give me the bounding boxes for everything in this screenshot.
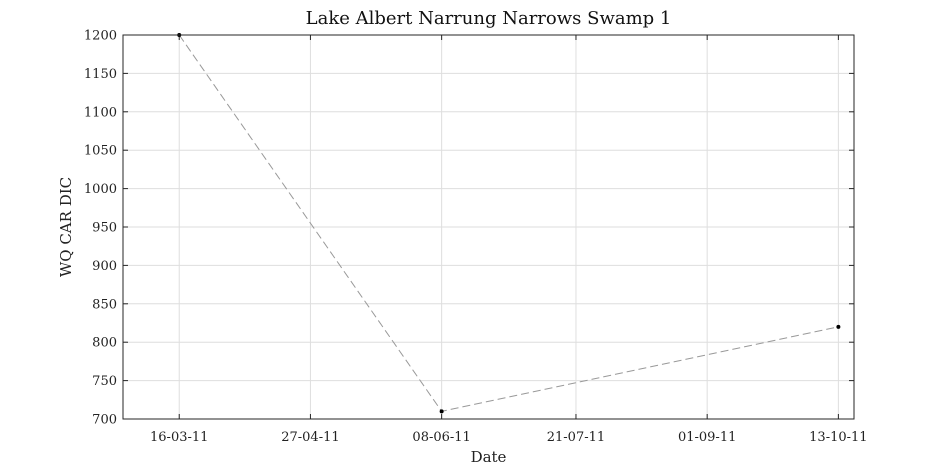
x-tick-label: 16-03-11 <box>150 430 208 445</box>
y-tick-label: 1150 <box>84 67 117 82</box>
y-tick-label: 900 <box>92 259 117 274</box>
chart-title: Lake Albert Narrung Narrows Swamp 1 <box>306 8 672 29</box>
x-tick-label: 21-07-11 <box>547 430 605 445</box>
y-tick-label: 950 <box>92 221 117 236</box>
y-tick-label: 700 <box>92 413 117 428</box>
x-axis-label: Date <box>471 448 507 466</box>
y-tick-label: 1200 <box>84 29 117 44</box>
y-axis-ticks: 700 750 800 850 900 950 1000 1050 1100 1150 1200 <box>84 29 854 428</box>
plot-frame <box>122 34 855 420</box>
x-tick-label: 08-06-11 <box>412 430 470 445</box>
data-point <box>439 409 444 414</box>
x-tick-label: 13-10-11 <box>809 430 867 445</box>
y-tick-label: 1000 <box>84 182 117 197</box>
data-point <box>836 324 841 329</box>
y-tick-label: 1050 <box>84 144 117 159</box>
y-tick-label: 1100 <box>84 105 117 120</box>
y-tick-label: 800 <box>92 336 117 351</box>
y-axis-label: WQ CAR DIC <box>57 177 75 277</box>
x-tick-label: 27-04-11 <box>281 430 339 445</box>
y-tick-label: 750 <box>92 374 117 389</box>
x-axis-ticks: 16-03-11 27-04-11 08-06-11 21-07-11 01-09-11… <box>150 35 868 445</box>
x-tick-label: 01-09-11 <box>678 430 736 445</box>
y-tick-label: 850 <box>92 297 117 312</box>
